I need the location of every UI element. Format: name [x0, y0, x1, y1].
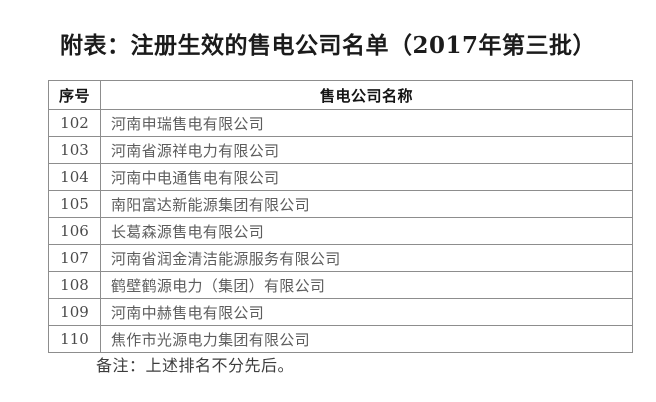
footer-note: 备注：上述排名不分先后。	[96, 356, 295, 375]
table-row: 102 河南申瑞售电有限公司	[48, 109, 633, 137]
table-header-row: 序号 售电公司名称	[48, 80, 633, 110]
cell-sequence-number: 107	[48, 244, 101, 272]
page-title: 附表：注册生效的售电公司名单（2017年第三批）	[59, 32, 596, 59]
cell-company-name: 河南省源祥电力有限公司	[100, 136, 633, 164]
table-body: 102 河南申瑞售电有限公司 103 河南省源祥电力有限公司 104 河南中电通售电有限公…	[48, 109, 633, 353]
cell-company-name: 河南省润金清洁能源服务有限公司	[100, 244, 633, 272]
cell-sequence-number: 102	[48, 109, 101, 137]
table-row: 106 长葛森源售电有限公司	[48, 217, 633, 245]
column-header-company-name: 售电公司名称	[100, 80, 633, 110]
table-row: 103 河南省源祥电力有限公司	[48, 136, 633, 164]
table-header: 序号 售电公司名称	[48, 80, 633, 110]
table-row: 108 鹤壁鹤源电力（集团）有限公司	[48, 271, 633, 299]
cell-company-name: 河南中赫售电有限公司	[100, 298, 633, 326]
column-header-sequence-number: 序号	[48, 80, 101, 110]
cell-company-name: 长葛森源售电有限公司	[100, 217, 633, 245]
cell-company-name: 鹤壁鹤源电力（集团）有限公司	[100, 271, 633, 299]
cell-sequence-number: 105	[48, 190, 101, 218]
company-listing-table-wrapper: 序号 售电公司名称 102 河南申瑞售电有限公司 103 河南省源祥电力有限公司 104…	[48, 80, 633, 353]
cell-sequence-number: 109	[48, 298, 101, 326]
table-row: 105 南阳富达新能源集团有限公司	[48, 190, 633, 218]
table-row: 109 河南中赫售电有限公司	[48, 298, 633, 326]
cell-company-name: 河南中电通售电有限公司	[100, 163, 633, 191]
cell-sequence-number: 108	[48, 271, 101, 299]
cell-sequence-number: 103	[48, 136, 101, 164]
cell-company-name: 焦作市光源电力集团有限公司	[100, 325, 633, 353]
table-row: 110 焦作市光源电力集团有限公司	[48, 325, 633, 353]
table-row: 104 河南中电通售电有限公司	[48, 163, 633, 191]
cell-sequence-number: 110	[48, 325, 101, 353]
company-listing-table: 序号 售电公司名称 102 河南申瑞售电有限公司 103 河南省源祥电力有限公司 104…	[48, 80, 633, 353]
table-row: 107 河南省润金清洁能源服务有限公司	[48, 244, 633, 272]
cell-company-name: 南阳富达新能源集团有限公司	[100, 190, 633, 218]
cell-sequence-number: 104	[48, 163, 101, 191]
cell-company-name: 河南申瑞售电有限公司	[100, 109, 633, 137]
cell-sequence-number: 106	[48, 217, 101, 245]
